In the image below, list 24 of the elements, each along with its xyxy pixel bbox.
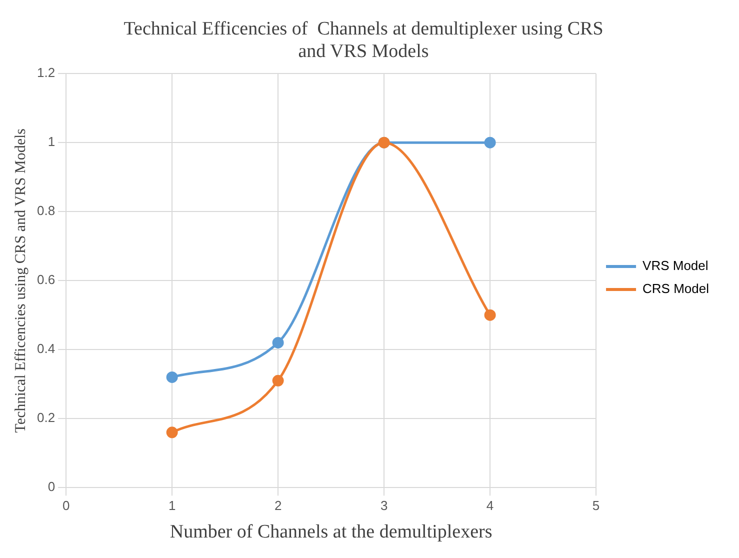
point [272,374,284,386]
y-tick-label: 0.4 [36,341,56,356]
y-tick-label: 1.2 [36,65,56,80]
x-tick-label: 1 [168,498,176,513]
x-tick-label: 5 [592,498,600,513]
y-tick-label: 0.2 [36,410,56,426]
point [484,309,496,321]
y-tick-label: 1 [48,134,56,150]
y-tick-label: 0.6 [36,272,56,288]
x-axis-title: Number of Channels at the demultiplexers [170,522,492,543]
y-axis-title: Technical Efficencies using CRS and VRS Models [12,128,29,433]
x-tick-label: 3 [380,498,388,513]
legend-label: VRS Model [642,258,708,274]
x-tick-label: 0 [62,498,70,513]
chart-title: Technical Efficencies of Channels at demultiplexer using CRS and VRS Models [124,18,604,62]
point [166,371,178,383]
point [272,336,284,348]
y-tick-label: 0 [48,479,56,494]
x-tick-label: 4 [486,498,494,513]
point [166,426,178,438]
y-tick-label: 0.8 [36,203,56,218]
x-tick-label: 2 [274,498,282,513]
point [484,136,496,148]
legend-label: CRS Model [642,281,710,296]
